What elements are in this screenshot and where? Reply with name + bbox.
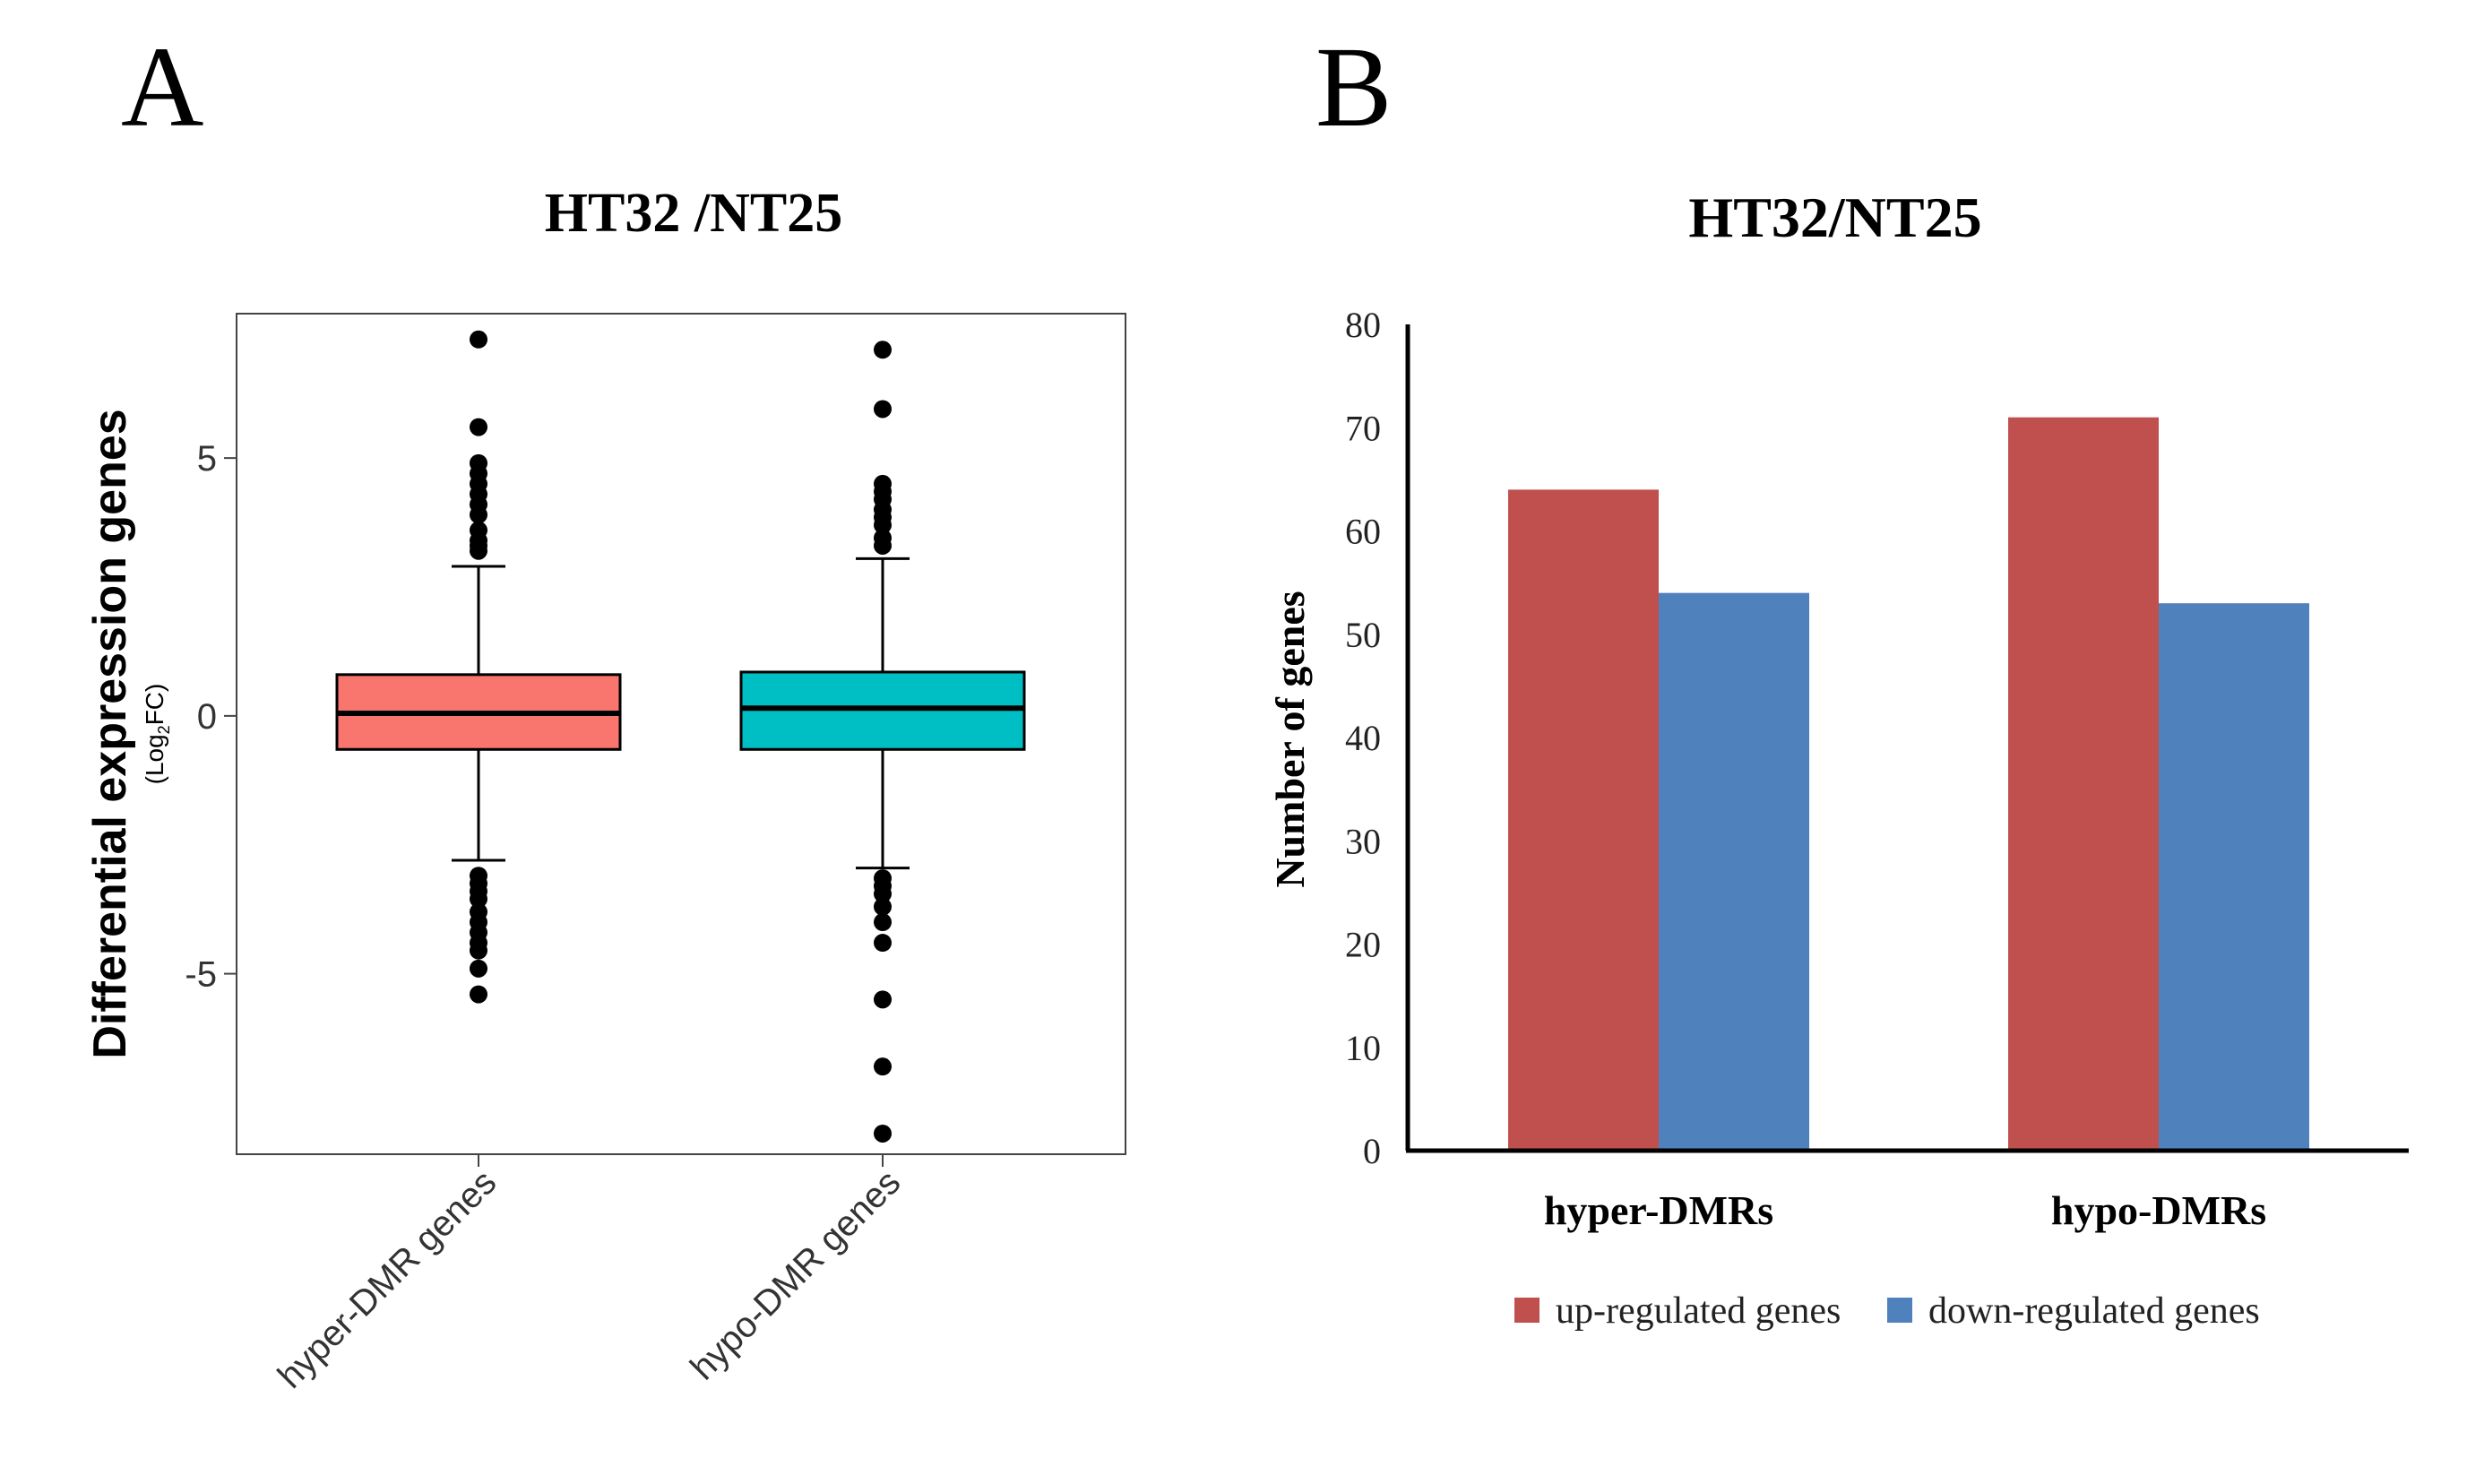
boxplot-outlier-point [470,985,487,1004]
boxplot-outlier-point [470,541,487,560]
boxplot-y-axis-sublabel: (Log2FC) [141,684,173,785]
panel-a-label: A [121,23,203,151]
boxplot-outlier-point [874,515,892,534]
boxplot-y-tick-label: 5 [197,439,217,479]
barchart-y-tick-label: 50 [1345,615,1381,655]
bar [1508,489,1659,1151]
legend-swatch [1887,1298,1912,1323]
barchart-y-tick-label: 0 [1363,1131,1381,1171]
boxplot-outlier-point [874,934,892,953]
barchart-y-tick-label: 10 [1345,1028,1381,1068]
boxplot-outlier-point [874,536,892,555]
boxplot-outlier-point [470,418,487,436]
bar [2008,417,2159,1152]
barchart-y-tick-label: 30 [1345,821,1381,861]
barchart-y-tick-label: 20 [1345,925,1381,965]
boxplot-title: HT32 /NT25 [545,183,842,244]
bar [2159,603,2309,1151]
boxplot-outlier-point [874,1124,892,1143]
bar-chart: HT32/NT25 Number of genes 0 10 20 30 40 50 60 7… [1267,186,2409,1332]
boxplot-outlier-point [874,341,892,359]
boxplot-x-tick-label: hypo-DMR genes [683,1162,908,1387]
boxplot-outlier-point [470,505,487,524]
boxplot-outlier-point [874,990,892,1009]
boxplot-outlier-point [874,884,892,903]
barchart-y-tick-label: 70 [1345,408,1381,448]
boxplot-y-tick-label: 0 [197,697,217,737]
barchart-y-axis-label: Number of genes [1267,591,1313,887]
boxplot-y-axis-label: Differential expression genes [84,409,136,1058]
boxplot-outlier-point [470,330,487,349]
boxplot-outlier-point [470,959,487,978]
barchart-y-tick-label: 40 [1345,718,1381,758]
boxplot-outlier-point [470,941,487,960]
barchart-x-tick-label: hypo-DMRs [2051,1187,2266,1233]
legend-label: down-regulated genes [1928,1290,2260,1332]
boxplot-outlier-point [874,897,892,916]
legend-label: up-regulated genes [1556,1290,1841,1332]
boxplot-y-tick-label: -5 [185,955,217,995]
boxplot-outlier-point [874,400,892,418]
panel-b-label: B [1315,23,1392,151]
barchart-x-tick-label: hyper-DMRs [1544,1187,1773,1233]
boxplot-chart: HT32 /NT25 Differential expression genes… [84,183,1126,1396]
boxplot-panel-border [236,313,1126,1155]
boxplot-outlier-point [874,913,892,932]
barchart-y-tick-label: 80 [1345,305,1381,345]
barchart-title: HT32/NT25 [1688,186,1981,249]
barchart-y-tick-label: 60 [1345,512,1381,552]
boxplot-outlier-point [874,1057,892,1076]
legend-swatch [1514,1298,1540,1323]
bar [1659,592,1809,1151]
boxplot-x-tick-label: hyper-DMR genes [271,1162,505,1396]
boxplot-outlier-point [470,890,487,909]
